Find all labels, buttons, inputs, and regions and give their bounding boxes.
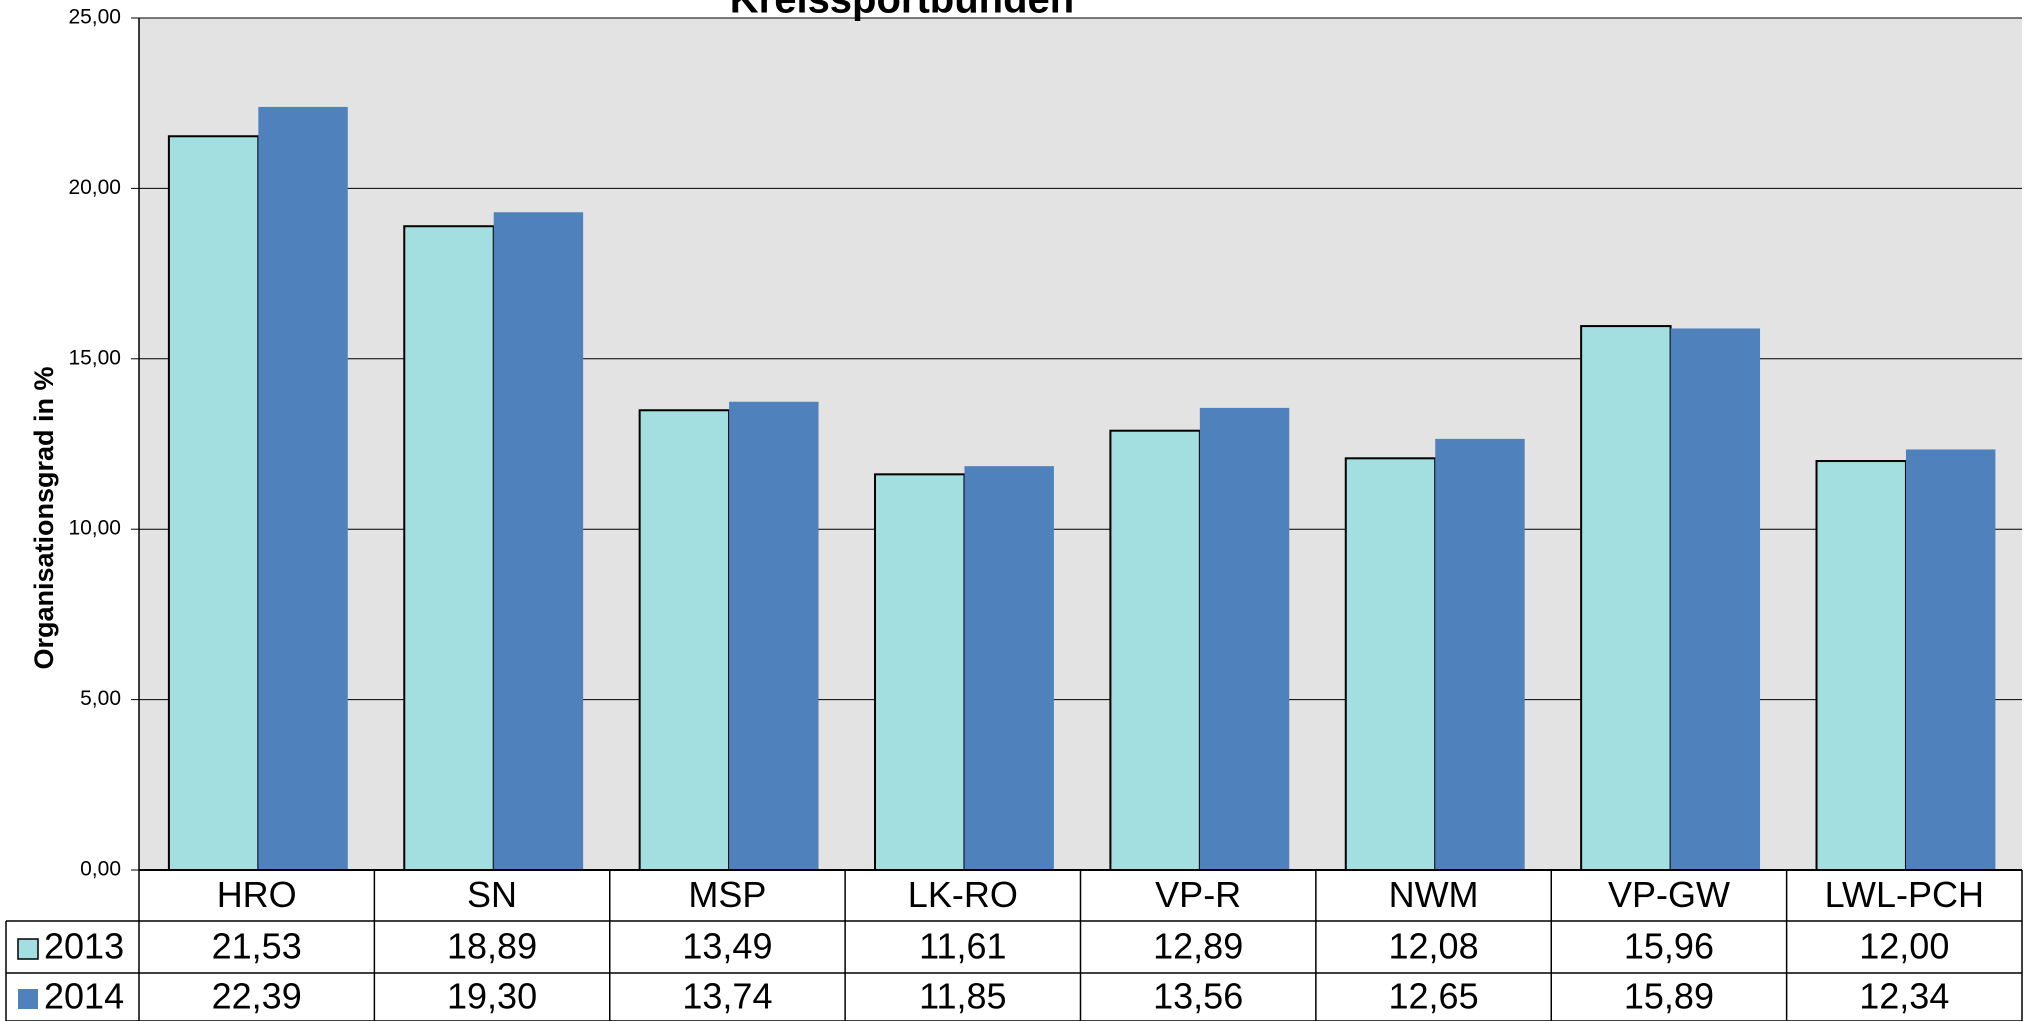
bar (1905, 449, 1996, 870)
data-label: 12,89 (1153, 926, 1243, 967)
bar (167, 135, 260, 871)
data-label: 11,61 (919, 926, 1006, 967)
x-tick-label: LWL-PCH (1825, 874, 1984, 915)
y-tick-label: 0,00 (80, 858, 121, 881)
y-tick-label: 10,00 (68, 517, 121, 540)
legend-swatch (17, 938, 39, 960)
bar (1670, 328, 1761, 870)
chart-title: Kreissportbünden (730, 0, 1074, 22)
x-tick-label: HRO (217, 874, 297, 915)
y-tick-label: 20,00 (68, 176, 121, 199)
bar (1580, 325, 1672, 871)
legend-label: 2014 (44, 976, 124, 1017)
data-label: 13,49 (682, 926, 772, 967)
x-tick-label: MSP (688, 874, 766, 915)
bar (729, 401, 819, 870)
data-label: 22,39 (212, 976, 302, 1017)
bar (874, 473, 966, 871)
bar (403, 225, 495, 871)
bar (1199, 407, 1290, 870)
bar (1344, 457, 1437, 871)
data-label: 18,89 (447, 926, 537, 967)
x-tick-label: VP-GW (1608, 874, 1730, 915)
data-label: 11,85 (919, 976, 1006, 1017)
legend-swatch (18, 989, 38, 1009)
data-label: 13,74 (682, 976, 772, 1017)
bar (638, 409, 731, 871)
legend-label: 2013 (44, 926, 124, 967)
data-label: 21,53 (212, 926, 302, 967)
y-tick-label: 5,00 (80, 687, 121, 710)
bar (1435, 438, 1525, 870)
x-tick-label: LK-RO (908, 874, 1018, 915)
data-label: 12,34 (1859, 976, 1949, 1017)
data-label: 12,00 (1859, 926, 1949, 967)
data-label: 15,96 (1624, 926, 1714, 967)
x-tick-label: NWM (1389, 874, 1479, 915)
data-label: 13,56 (1153, 976, 1243, 1017)
bar (964, 466, 1054, 870)
data-label: 19,30 (447, 976, 537, 1017)
data-label: 15,89 (1624, 976, 1714, 1017)
data-label: 12,08 (1389, 926, 1479, 967)
x-tick-label: VP-R (1155, 874, 1241, 915)
y-tick-label: 15,00 (68, 346, 121, 369)
x-tick-label: SN (467, 874, 517, 915)
y-axis-title: Organisationsgrad in % (29, 366, 59, 669)
bar (1815, 460, 1907, 871)
bar (1109, 429, 1201, 871)
bar (258, 106, 348, 871)
bar (493, 212, 584, 871)
y-tick-label: 25,00 (68, 6, 121, 29)
data-label: 12,65 (1389, 976, 1479, 1017)
